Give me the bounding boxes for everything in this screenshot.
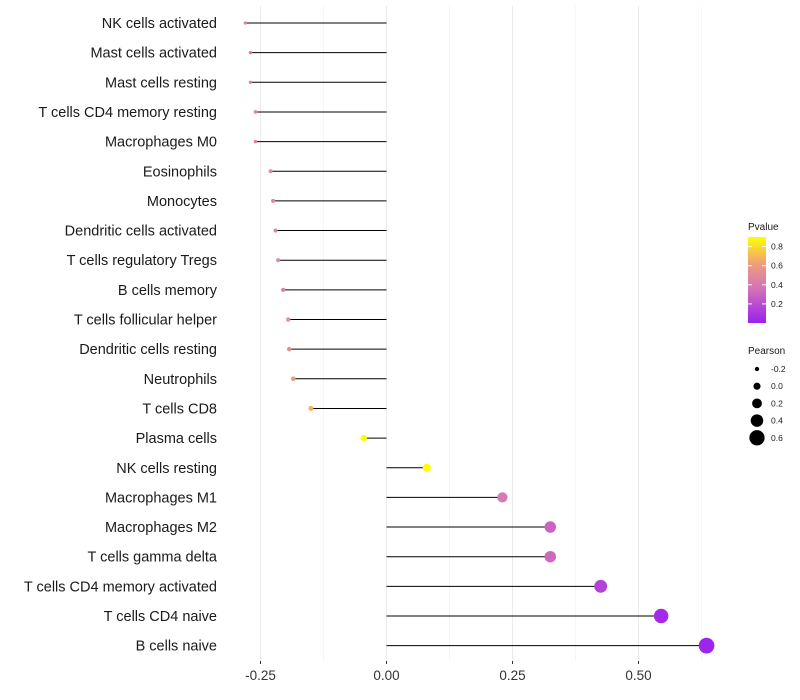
lollipop-point [243, 21, 248, 25]
category-label: Mast cells resting [105, 75, 217, 91]
size-legend-label: 0.0 [771, 381, 783, 391]
pvalue-colorbar [748, 237, 766, 323]
lollipop-point [273, 228, 278, 233]
lollipop-point [422, 463, 431, 472]
lollipop-point [253, 139, 258, 144]
lollipop-point [248, 50, 253, 55]
category-label: Monocytes [147, 194, 217, 210]
x-tick-label: -0.25 [245, 668, 276, 683]
category-label: Macrophages M1 [105, 490, 217, 506]
category-label: NK cells resting [116, 461, 217, 477]
legend: Pvalue 0.2 0.4 0.6 0.8 Pearson -0.2 0.0 0.2 0.… [748, 222, 786, 446]
category-label: Neutrophils [144, 372, 217, 388]
category-label: T cells regulatory Tregs [67, 253, 217, 269]
category-label: B cells naive [136, 639, 217, 655]
lollipop-point [497, 492, 508, 503]
pvalue-legend-title: Pvalue [748, 222, 779, 233]
category-label: B cells memory [118, 283, 218, 299]
category-label: Plasma cells [136, 431, 217, 447]
lollipop-point [248, 80, 253, 85]
lollipop-point [698, 637, 715, 654]
lollipop-point [286, 317, 291, 322]
size-legend-dot [754, 366, 760, 372]
size-legend-label: 0.6 [771, 433, 783, 443]
category-label: Eosinophils [143, 164, 217, 180]
category-label: T cells CD4 naive [104, 609, 217, 625]
category-label: Mast cells activated [90, 46, 217, 62]
size-legend-dot [752, 398, 762, 409]
category-label: Dendritic cells activated [65, 224, 217, 240]
lollipop-point [287, 346, 292, 352]
lollipop-point [253, 110, 258, 114]
lollipop-point [544, 550, 557, 563]
size-legend-label: -0.2 [771, 364, 786, 374]
lollipop-point [360, 434, 368, 442]
colorbar-tick-label: 0.6 [771, 261, 783, 271]
lollipop-point [308, 405, 314, 411]
x-tick-label: 0.50 [625, 668, 651, 683]
lollipop-point [290, 376, 296, 382]
lollipop-point [544, 521, 557, 533]
x-axis-ticks: -0.25 0.00 0.25 0.50 [245, 661, 652, 683]
pearson-legend-title: Pearson [748, 346, 785, 357]
size-legend-dot [750, 414, 764, 427]
lollipop-point [653, 608, 669, 624]
lollipop-stems [245, 22, 707, 647]
category-label: T cells CD4 memory resting [38, 105, 217, 121]
colorbar-tick-label: 0.2 [771, 299, 783, 309]
lollipop-point [268, 169, 273, 174]
x-tick-label: 0.25 [499, 668, 525, 683]
lollipop-point [276, 258, 281, 263]
category-label: T cells gamma delta [88, 550, 218, 566]
lollipop-dots [243, 21, 715, 654]
category-label: T cells CD4 memory activated [24, 579, 217, 595]
category-label: Macrophages M0 [105, 135, 217, 151]
category-label: NK cells activated [102, 16, 217, 32]
lollipop-point [281, 287, 286, 292]
colorbar-tick-label: 0.8 [771, 242, 783, 252]
category-label: T cells CD8 [142, 401, 217, 417]
size-legend-label: 0.2 [771, 398, 783, 408]
x-tick-label: 0.00 [373, 668, 399, 683]
lollipop-point [271, 198, 276, 203]
colorbar-tick-label: 0.4 [771, 280, 783, 290]
size-legend-label: 0.4 [771, 416, 783, 426]
size-legend-dot [749, 430, 765, 446]
lollipop-point [594, 579, 608, 593]
grid-lines [260, 6, 702, 661]
category-labels: NK cells activated Mast cells activated Ma… [24, 16, 218, 655]
category-label: T cells follicular helper [74, 313, 217, 329]
category-label: Macrophages M2 [105, 520, 217, 536]
category-label: Dendritic cells resting [79, 342, 217, 358]
size-legend-dot [753, 382, 761, 390]
